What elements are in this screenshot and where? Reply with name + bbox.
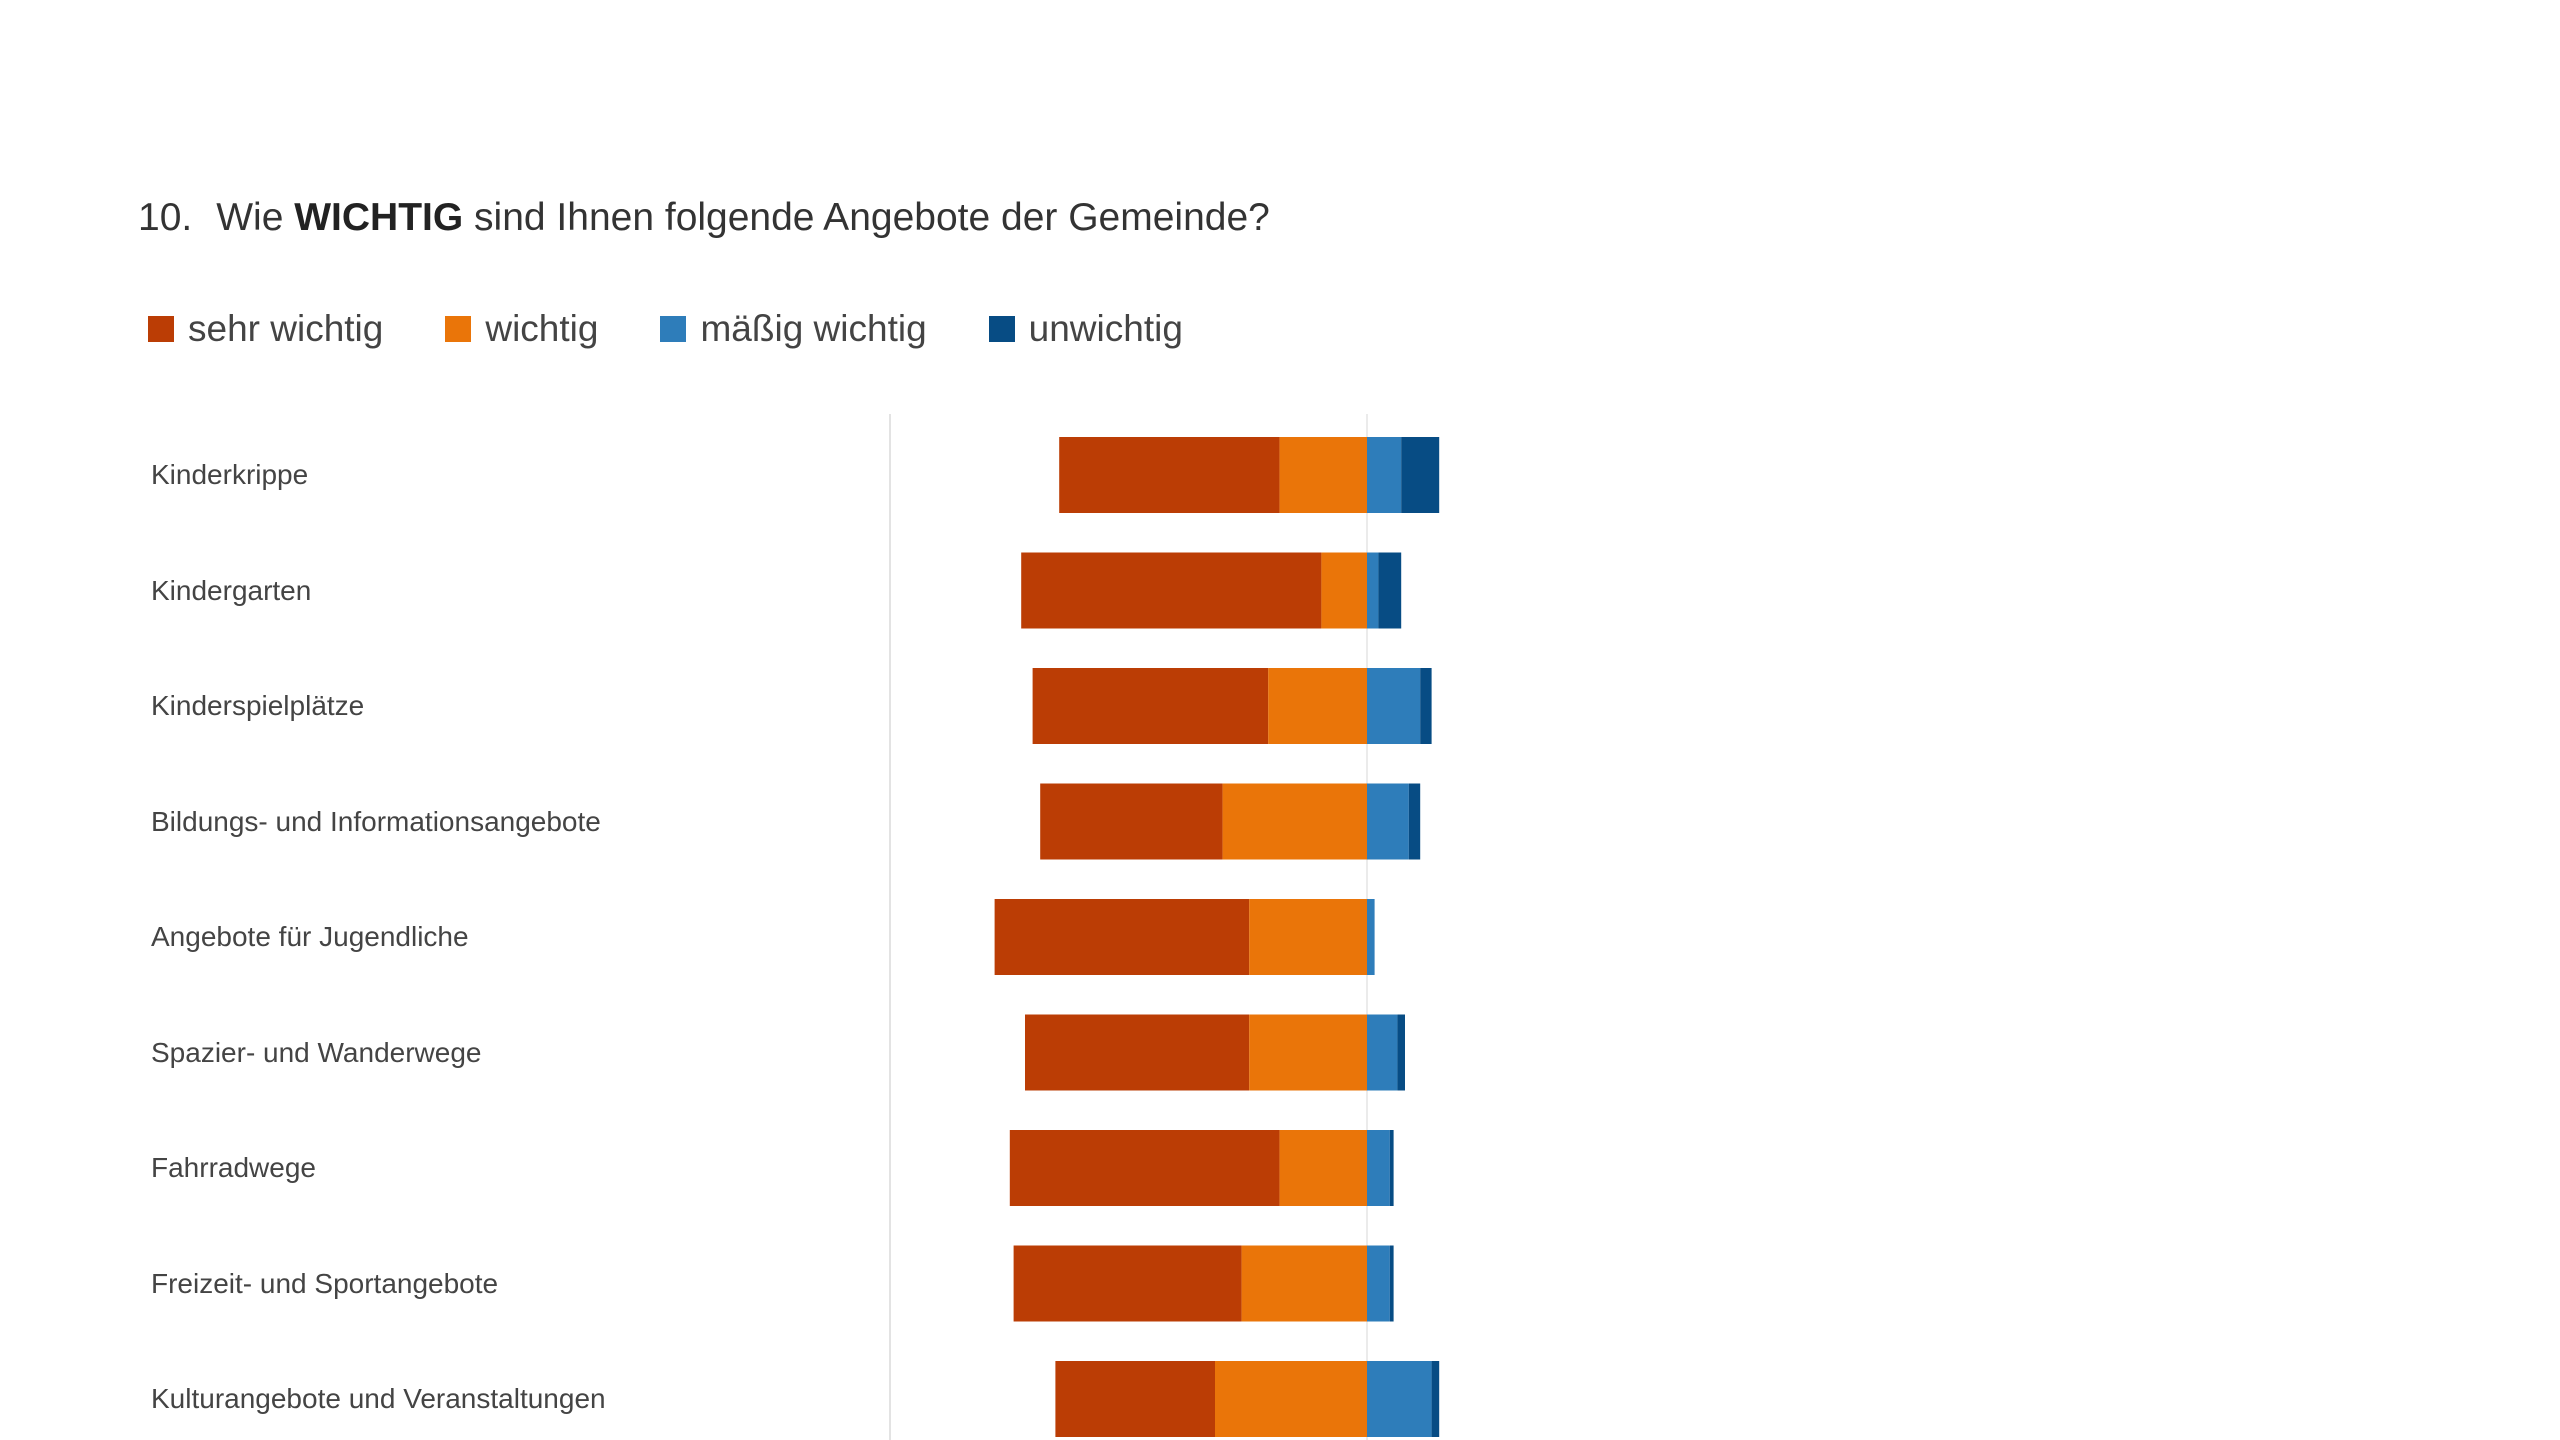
bar-segment-unwichtig — [1420, 668, 1432, 744]
bar-segment-sehr-wichtig — [1025, 1014, 1250, 1091]
bar-segment-sehr-wichtig — [1013, 1245, 1242, 1322]
legend-swatch — [660, 316, 687, 342]
bar-segment-sehr-wichtig — [1032, 668, 1269, 744]
bar-segment-sehr-wichtig — [1059, 437, 1280, 513]
bar-segment-wichtig — [1268, 668, 1367, 744]
bar-segment-unwichtig — [1401, 437, 1440, 513]
question-text-strong: WICHTIG — [294, 196, 464, 239]
category-label: Bildungs- und Informationsangebote — [151, 805, 601, 837]
bar-segment-wichtig — [1222, 783, 1367, 860]
legend-label: unwichtig — [1028, 308, 1183, 349]
question-text-before: Wie — [216, 196, 284, 239]
bar-segment-unwichtig — [1408, 783, 1421, 860]
legend-label: mäßig wichtig — [700, 308, 927, 349]
bar-segment-maessig-wichtig — [1367, 1130, 1390, 1206]
chart-area: Kinderkrippe Kindergarten Kinderspielplätz… — [0, 400, 2560, 1440]
category-label: Kindergarten — [151, 574, 312, 606]
question-number: 10. — [138, 196, 193, 239]
stacked-bar-chart — [889, 414, 1440, 1440]
bar-segment-unwichtig — [1397, 1014, 1405, 1091]
question-title: 10. Wie WICHTIG sind Ihnen folgende Angeb… — [138, 188, 1270, 248]
bar-segment-unwichtig — [1389, 1130, 1394, 1206]
bar-segment-sehr-wichtig — [994, 899, 1250, 975]
legend-item-sehr-wichtig: sehr wichtig — [148, 308, 383, 350]
bar-segment-unwichtig — [1378, 552, 1402, 629]
bar-segment-unwichtig — [1389, 1245, 1394, 1322]
category-label: Angebote für Jugendliche — [151, 921, 469, 952]
bar-segment-wichtig — [1321, 552, 1367, 629]
bar-segment-wichtig — [1249, 1014, 1367, 1091]
bar-segment-sehr-wichtig — [1055, 1361, 1215, 1437]
bar-segment-maessig-wichtig — [1367, 899, 1375, 975]
bar-segment-maessig-wichtig — [1367, 552, 1379, 629]
legend-swatch — [148, 316, 174, 342]
bar-segment-wichtig — [1279, 437, 1367, 513]
legend-swatch — [445, 316, 472, 342]
bar-segment-wichtig — [1215, 1361, 1367, 1437]
legend-item-wichtig: wichtig — [445, 308, 598, 350]
category-label: Kulturangebote und Veranstaltungen — [151, 1383, 606, 1414]
bar-segment-unwichtig — [1431, 1361, 1440, 1437]
category-label: Spazier- und Wanderwege — [151, 1036, 482, 1068]
bar-segment-wichtig — [1241, 1245, 1367, 1322]
category-label: Kinderkrippe — [151, 459, 309, 490]
category-label: Kinderspielplätze — [151, 690, 365, 721]
bar-segment-maessig-wichtig — [1367, 668, 1421, 744]
bar-segment-wichtig — [1249, 899, 1367, 975]
bar-segment-maessig-wichtig — [1367, 1245, 1390, 1322]
question-text-after: sind Ihnen folgende Angebote der Gemeind… — [474, 196, 1270, 239]
legend-item-maessig-wichtig: mäßig wichtig — [660, 308, 927, 350]
bar-segment-sehr-wichtig — [1021, 552, 1322, 629]
bar-segment-maessig-wichtig — [1367, 1014, 1398, 1091]
legend-label: wichtig — [485, 308, 599, 349]
legend-item-unwichtig: unwichtig — [988, 308, 1183, 350]
category-label: Fahrradwege — [151, 1152, 316, 1183]
bar-segment-sehr-wichtig — [1040, 783, 1223, 860]
bar-segment-maessig-wichtig — [1367, 1361, 1432, 1437]
bar-segment-wichtig — [1279, 1130, 1367, 1206]
legend-label: sehr wichtig — [188, 308, 384, 349]
bar-segment-sehr-wichtig — [1009, 1130, 1280, 1206]
bar-segment-maessig-wichtig — [1367, 437, 1402, 513]
bar-segment-maessig-wichtig — [1367, 783, 1409, 860]
chart-legend: sehr wichtig wichtig mäßig wichtig unwic… — [148, 308, 1245, 350]
category-label: Freizeit- und Sportangebote — [151, 1267, 499, 1299]
legend-swatch — [988, 316, 1015, 342]
